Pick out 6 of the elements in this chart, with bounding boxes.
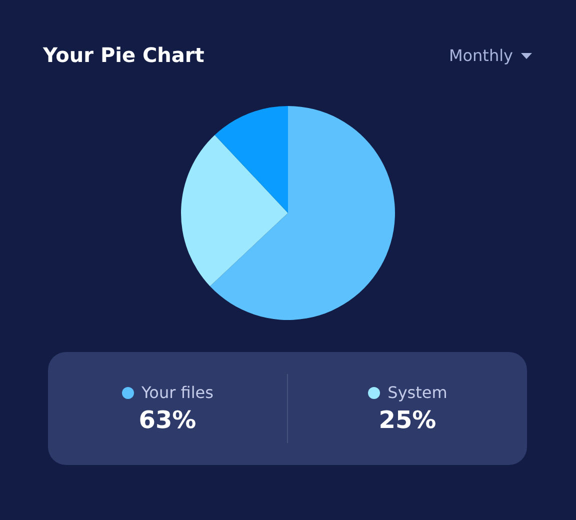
legend-label: Your files xyxy=(142,383,214,402)
data-label: 25% xyxy=(378,406,436,434)
legend-label: System xyxy=(388,383,448,402)
text: Monthly xyxy=(448,46,513,65)
chart-title: Your Pie Chart xyxy=(43,43,204,67)
data-label: 63% xyxy=(138,406,196,434)
